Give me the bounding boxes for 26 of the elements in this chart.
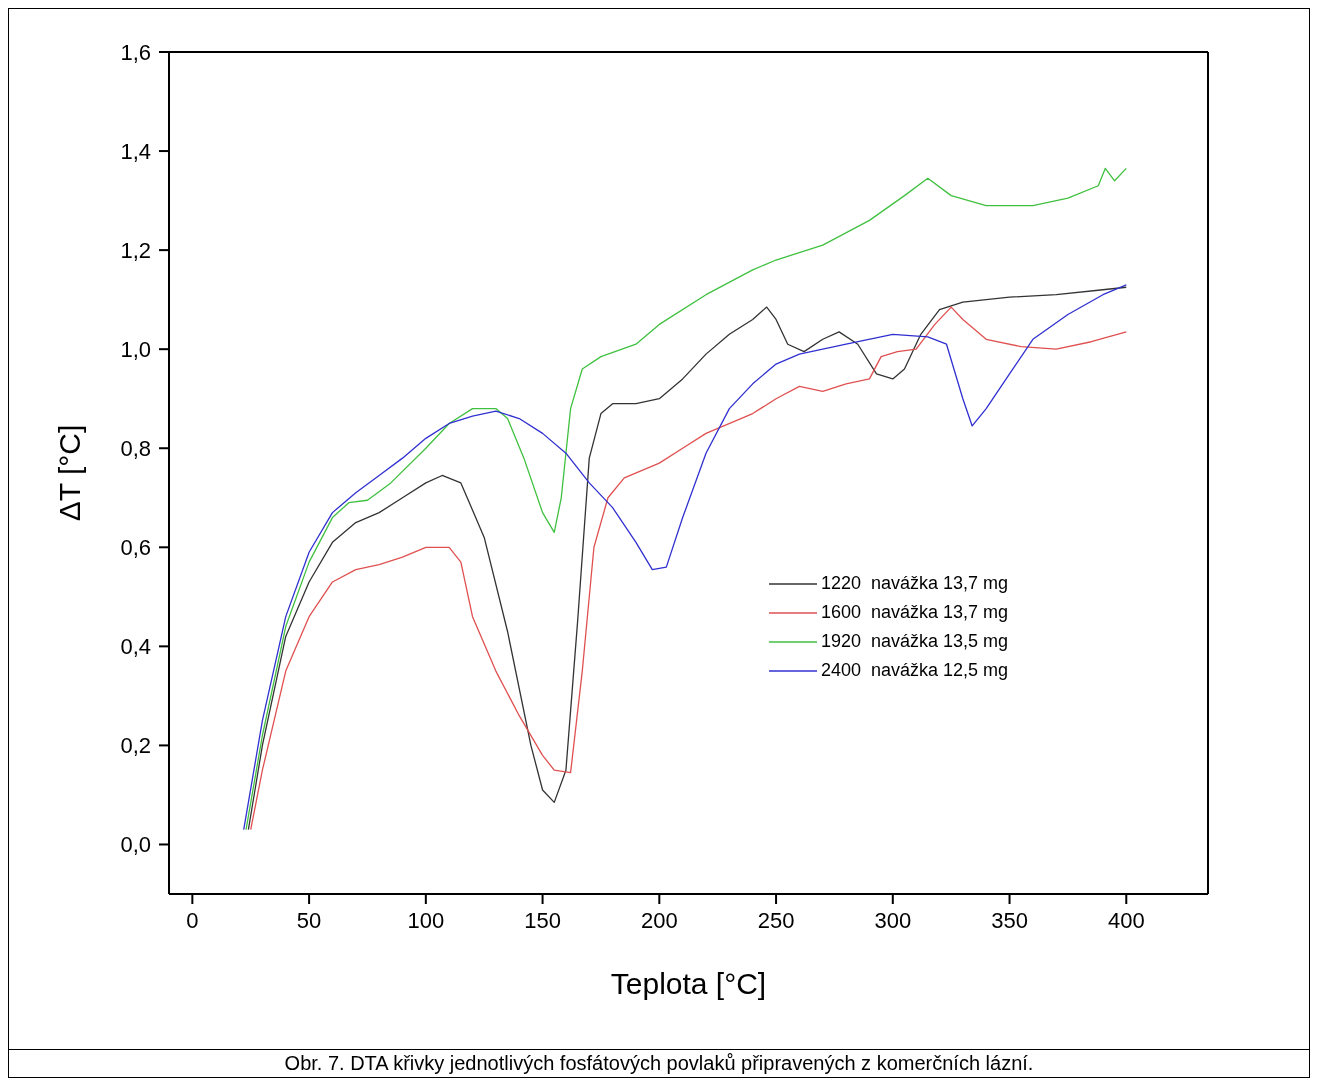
y-tick-label: 0,2 <box>120 733 151 759</box>
y-tick-label: 1,2 <box>120 237 151 263</box>
y-tick-label: 1,4 <box>120 138 151 164</box>
legend-label: 1600 navážka 13,7 mg <box>821 601 1009 624</box>
x-tick-label: 350 <box>991 907 1028 933</box>
x-tick-label: 100 <box>407 907 445 933</box>
x-tick-label: 150 <box>524 907 561 933</box>
x-tick-label: 50 <box>296 907 322 933</box>
x-tick-label: 0 <box>186 907 199 933</box>
x-tick-label: 250 <box>757 907 795 933</box>
text: Obr. 7. DTA křivky jednotlivých fosfátových povlaků připravených z komerčních lázní. <box>9 1049 1309 1077</box>
x-axis-title: Teplota [°C] <box>610 967 767 1000</box>
legend-label: 1220 navážka 13,7 mg <box>821 572 1009 595</box>
y-tick-label: 0,4 <box>120 634 151 660</box>
y-tick-label: 1,0 <box>120 336 151 362</box>
x-tick-label: 200 <box>640 907 678 933</box>
y-tick-label: 0,6 <box>120 535 151 561</box>
x-tick-label: 300 <box>874 907 912 933</box>
legend-label: 2400 navážka 12,5 mg <box>821 659 1009 682</box>
y-axis-title: ΔT [°C] <box>52 424 86 522</box>
legend-label: 1920 navážka 13,5 mg <box>821 630 1009 653</box>
y-tick-label: 1,6 <box>120 39 151 65</box>
line-series <box>245 167 1127 831</box>
y-tick-label: 0,0 <box>120 832 151 858</box>
y-tick-label: 0,8 <box>120 436 151 462</box>
x-tick-label: 400 <box>1107 907 1145 933</box>
